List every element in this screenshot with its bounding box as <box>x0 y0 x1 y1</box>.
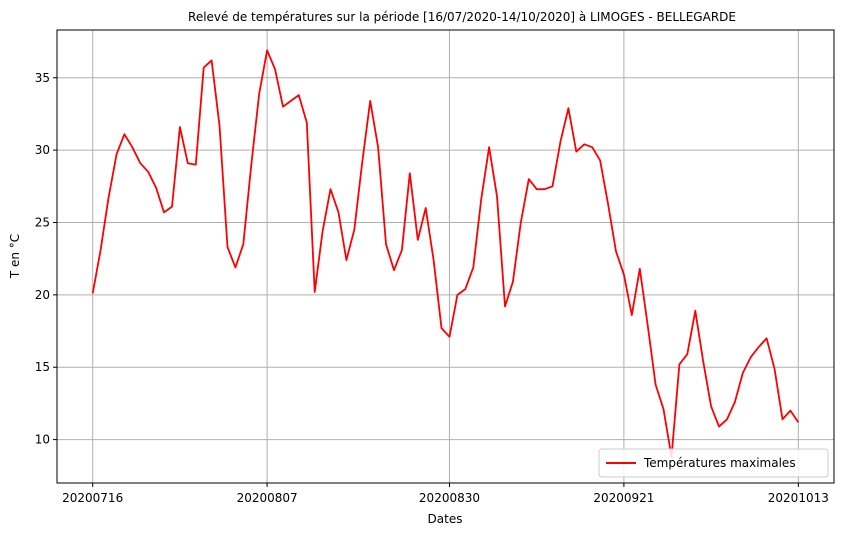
x-tick-label: 20200921 <box>593 491 654 505</box>
legend-label: Températures maximales <box>643 456 796 470</box>
series-line-temperatures-maximales <box>91 49 800 458</box>
y-tick-label: 15 <box>35 360 50 374</box>
y-tick-label: 25 <box>35 215 50 229</box>
x-axis-ticks: 20200716 20200807 20200830 20200921 20201013 <box>62 483 829 505</box>
chart-title: Relevé de températures sur la période [1… <box>188 10 736 24</box>
plot-series <box>91 49 800 458</box>
legend: Températures maximales <box>598 448 829 478</box>
legend-box <box>598 448 829 478</box>
y-axis-title: T en °C <box>8 234 22 279</box>
y-tick-label: 20 <box>35 288 50 302</box>
plot-frame <box>56 29 835 484</box>
y-tick-label: 10 <box>35 433 50 447</box>
x-axis-title: Dates <box>428 512 463 526</box>
x-tick-label: 20201013 <box>768 491 829 505</box>
grid <box>57 30 834 483</box>
x-tick-label: 20200807 <box>237 491 298 505</box>
x-tick-label: 20200830 <box>419 491 480 505</box>
y-tick-label: 35 <box>35 71 50 85</box>
y-axis-ticks: 10 15 20 25 30 35 <box>35 71 57 447</box>
y-tick-label: 30 <box>35 143 50 157</box>
x-tick-label: 20200716 <box>62 491 123 505</box>
